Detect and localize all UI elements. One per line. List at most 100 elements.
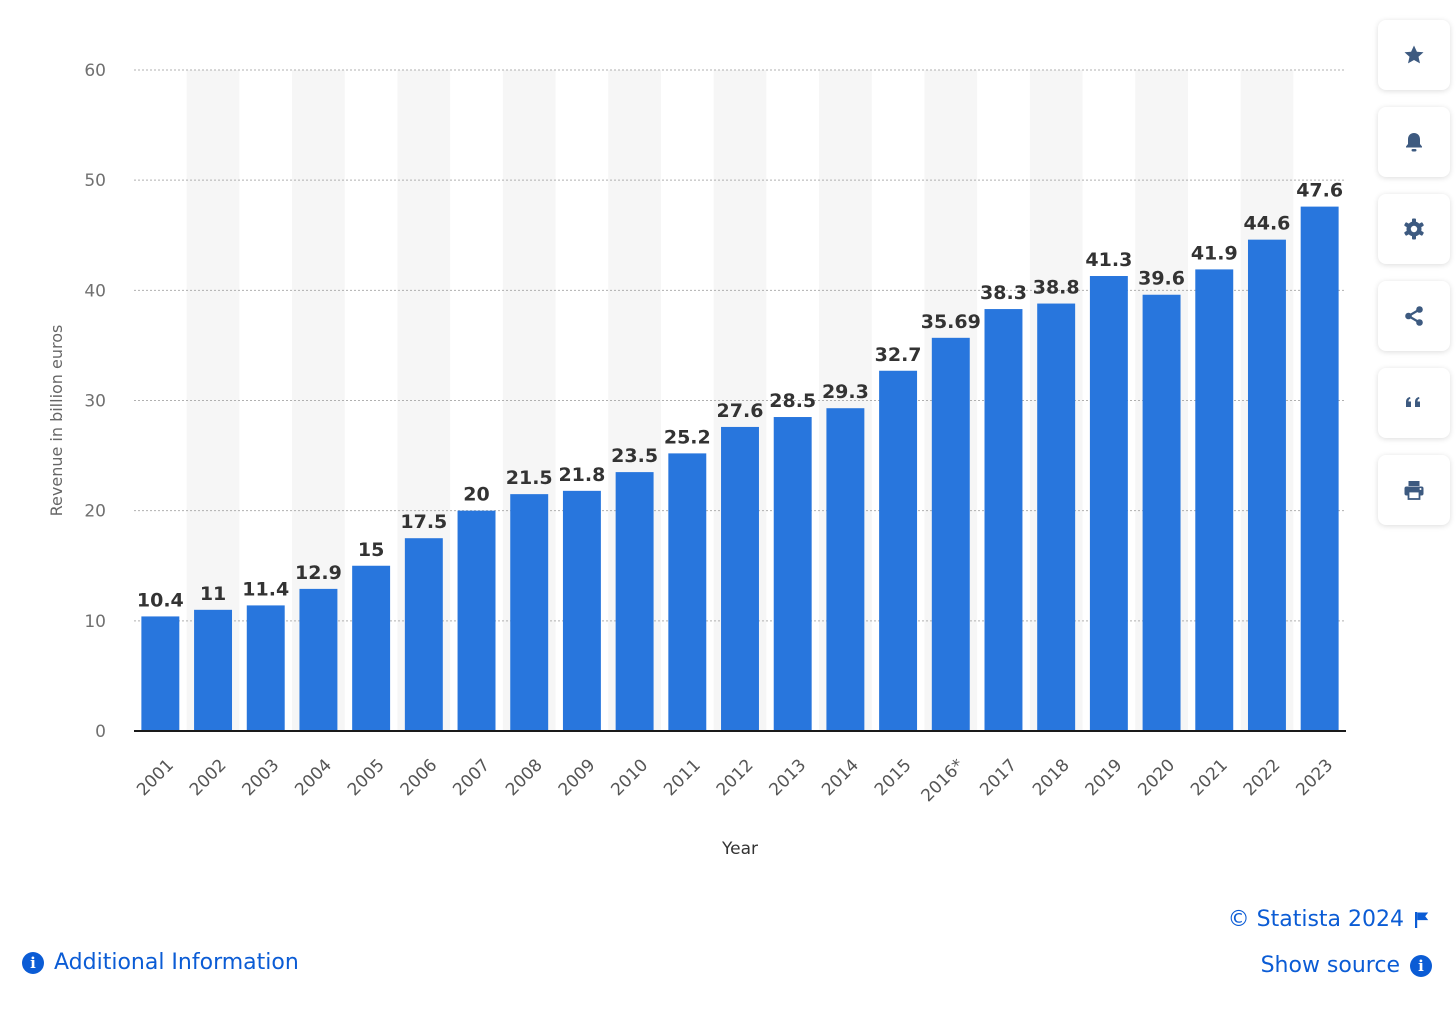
data-label: 47.6 <box>1296 180 1343 202</box>
bar <box>615 472 654 731</box>
cite-button[interactable] <box>1378 368 1450 438</box>
info-icon: i <box>1410 954 1432 977</box>
bar <box>1195 269 1234 731</box>
star-icon <box>1404 45 1424 64</box>
settings-button[interactable] <box>1378 194 1450 264</box>
x-tick-label: 2002 <box>186 755 231 800</box>
notification-button[interactable] <box>1378 107 1450 177</box>
print-button[interactable] <box>1378 455 1450 525</box>
x-tick-label: 2005 <box>344 755 389 800</box>
y-tick-label: 10 <box>84 612 106 632</box>
bar <box>931 337 970 731</box>
x-tick-label: 2011 <box>660 755 705 800</box>
y-tick-label: 60 <box>84 61 106 81</box>
x-tick-label: 2006 <box>397 755 442 800</box>
x-tick-label: 2015 <box>871 755 916 800</box>
bar <box>1300 206 1339 731</box>
bar <box>879 370 918 731</box>
share-button[interactable] <box>1378 281 1450 351</box>
x-tick-label: 2008 <box>502 755 547 800</box>
x-tick-label: 2023 <box>1292 755 1337 800</box>
bar <box>721 426 759 731</box>
bar <box>194 609 233 731</box>
y-tick-label: 50 <box>84 171 106 191</box>
data-label: 11 <box>200 583 226 605</box>
data-label: 41.3 <box>1085 249 1132 271</box>
bar <box>299 588 338 731</box>
x-tick-label: 2019 <box>1082 755 1127 800</box>
bar <box>826 408 865 731</box>
data-label: 12.9 <box>295 562 342 584</box>
x-tick-label: 2009 <box>555 755 600 800</box>
x-tick-label: 2021 <box>1187 755 1232 800</box>
y-tick-label: 30 <box>84 392 106 412</box>
x-tick-label: 2007 <box>449 755 494 800</box>
bell-icon <box>1406 133 1422 152</box>
x-tick-label: 2013 <box>765 755 810 800</box>
bar <box>1142 294 1181 731</box>
x-tick-label: 2017 <box>976 755 1021 800</box>
x-tick-label: 2012 <box>713 755 758 800</box>
x-axis-title: Year <box>721 839 758 859</box>
flag-icon <box>1415 911 1429 928</box>
additional-info-text: Additional Information <box>54 950 299 975</box>
quote-icon <box>1406 397 1420 407</box>
x-tick-label: 2020 <box>1134 755 1179 800</box>
data-label: 25.2 <box>664 426 711 448</box>
x-tick-label: 2016* <box>918 755 969 806</box>
data-label: 35.69 <box>921 311 981 333</box>
x-tick-label: 2022 <box>1240 755 1285 800</box>
bar <box>141 616 180 731</box>
data-label: 15 <box>358 539 384 561</box>
x-tick-label: 2004 <box>291 755 336 800</box>
data-label: 28.5 <box>769 390 816 412</box>
bar <box>1089 276 1128 731</box>
copyright-text: © Statista 2024 <box>1227 907 1404 932</box>
bar <box>510 494 549 731</box>
x-tick-label: 2010 <box>607 755 652 800</box>
data-label: 10.4 <box>137 589 184 611</box>
y-axis-title: Revenue in billion euros <box>47 325 66 517</box>
bar <box>773 417 812 731</box>
data-label: 39.6 <box>1138 268 1185 290</box>
bar <box>668 453 707 731</box>
share-icon <box>1405 306 1423 326</box>
data-label: 20 <box>463 484 489 506</box>
data-label: 32.7 <box>875 344 922 366</box>
y-tick-label: 20 <box>84 502 106 522</box>
show-source-text: Show source <box>1260 953 1400 978</box>
data-label: 41.9 <box>1191 242 1238 264</box>
data-label: 38.8 <box>1033 277 1080 299</box>
x-tick-label: 2001 <box>133 755 178 800</box>
info-icon: i <box>22 951 44 974</box>
data-label: 21.8 <box>558 464 605 486</box>
bar <box>562 490 601 731</box>
bar <box>1037 303 1076 731</box>
x-tick-label: 2018 <box>1029 755 1074 800</box>
data-label: 21.5 <box>506 467 553 489</box>
bar <box>984 309 1023 731</box>
data-label: 11.4 <box>242 578 289 600</box>
data-label: 38.3 <box>980 282 1027 304</box>
additional-info-link[interactable]: i Additional Information <box>22 950 299 975</box>
gear-icon <box>1404 218 1424 240</box>
show-source-link[interactable]: Show source i <box>1261 953 1432 978</box>
x-tick-label: 2003 <box>239 755 284 800</box>
data-label: 29.3 <box>822 381 869 403</box>
bar <box>352 565 391 731</box>
printer-icon <box>1404 481 1424 500</box>
sidebar-toolbar <box>1378 20 1450 525</box>
bar <box>457 510 496 731</box>
x-tick-label: 2014 <box>818 755 863 800</box>
bar <box>246 605 285 731</box>
y-tick-label: 40 <box>84 281 106 301</box>
bar <box>404 538 443 731</box>
revenue-chart: 0 10 20 30 40 50 60 10.4 2001 11 2002 11.4 2003 12.9 2… <box>47 61 1346 859</box>
data-label: 17.5 <box>400 511 447 533</box>
bar <box>1247 239 1286 731</box>
y-tick-label: 0 <box>95 722 106 742</box>
data-label: 44.6 <box>1244 213 1291 235</box>
data-label: 27.6 <box>717 400 764 422</box>
copyright-link[interactable]: © Statista 2024 <box>1228 907 1430 932</box>
favorite-button[interactable] <box>1378 20 1450 90</box>
